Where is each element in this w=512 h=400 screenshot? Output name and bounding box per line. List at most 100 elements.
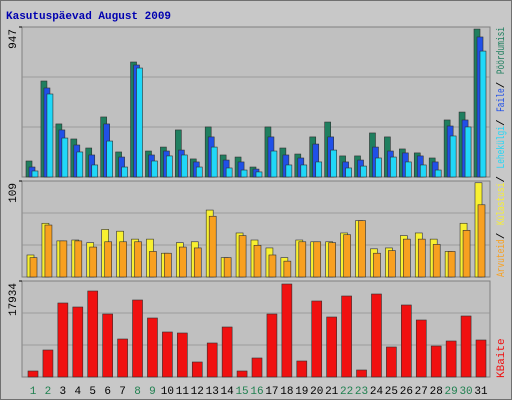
x-tick-label: 27 [415,386,428,398]
bar [283,260,292,278]
bar [315,161,323,178]
bar [132,299,143,378]
bar [330,149,337,178]
bar [281,283,293,378]
bar [42,349,54,378]
x-tick-label: 4 [74,386,81,398]
bar [401,304,412,378]
bar [300,164,308,178]
bar [313,241,322,278]
bar [191,361,203,378]
bar [59,240,68,278]
x-tick-label: 21 [325,386,339,398]
bar [462,230,471,278]
bar [298,241,307,278]
x-tick-label: 26 [400,386,413,398]
bar [119,241,127,278]
bar [164,252,172,278]
bar [328,242,336,278]
bar [76,151,84,178]
x-tick-label: 2 [45,386,52,398]
bar [238,235,247,278]
bar [179,246,187,278]
bar [240,169,248,178]
bar [311,300,323,378]
bar [87,290,99,378]
bar [356,369,367,378]
y-tick-label: 947 [8,29,20,49]
x-tick-label: 17 [265,386,278,398]
bar [104,241,112,278]
bar [91,164,99,178]
bar [430,345,442,378]
bar [343,234,351,278]
legend-label: KBaite [496,338,508,378]
bar [221,326,233,378]
x-tick-label: 28 [430,386,443,398]
bar [151,160,158,178]
x-tick-label: 9 [149,386,156,398]
bar [181,154,188,178]
bar [479,50,487,178]
bar [373,252,381,278]
bar [477,204,486,278]
x-tick-label: 6 [104,386,111,398]
bar [417,238,426,278]
bar [268,254,277,278]
bar [405,161,412,178]
bar [419,164,427,178]
x-tick-label: 22 [340,386,353,398]
legend-separator: / [496,119,508,126]
bar [251,357,263,378]
x-tick-label: 5 [89,386,96,398]
x-tick-label: 14 [221,386,235,398]
x-tick-label: 29 [445,386,458,398]
bar [266,313,278,378]
bar [447,251,456,278]
bar [166,155,173,178]
bar [193,247,202,278]
chart-title: Kasutuspäevad August 2009 [6,11,171,23]
bar [149,251,157,278]
bar [360,165,367,178]
bar [255,171,263,178]
bar [44,224,53,278]
bar [136,67,143,178]
bar [106,140,113,178]
x-tick-label: 3 [60,386,67,398]
x-tick-label: 13 [206,386,219,398]
bar [285,164,293,178]
panel [21,26,491,178]
legend-separator: / [496,233,508,240]
x-tick-label: 10 [161,386,174,398]
bar [31,170,39,178]
bar [445,340,457,378]
bar [432,244,441,278]
x-tick-label: 1 [30,386,37,398]
bar [341,295,352,378]
x-tick-label: 7 [119,386,126,398]
bar [464,126,472,178]
bar [121,166,128,178]
bar [375,157,382,178]
bar [29,257,38,278]
bar [72,306,84,378]
bar [223,257,232,278]
bar [89,246,98,278]
bar [390,156,397,178]
bar [102,313,113,378]
x-tick-label: 8 [134,386,141,398]
bar [326,316,337,378]
x-tick-label: 18 [280,386,293,398]
bar [371,293,382,378]
bar [358,220,366,278]
x-tick-label: 19 [295,386,308,398]
legend-separator: / [496,82,508,89]
x-tick-label: 16 [250,386,263,398]
bar [296,360,308,378]
bar [210,146,218,178]
bar [403,238,411,278]
x-tick-label: 31 [474,386,488,398]
bar [415,319,427,378]
